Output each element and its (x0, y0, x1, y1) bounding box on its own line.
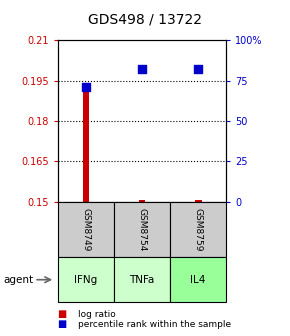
Point (84, 84, 88, 90)
Bar (83, 86, 89, 202)
Text: GSM8759: GSM8759 (194, 208, 203, 251)
Text: GSM8754: GSM8754 (137, 208, 147, 251)
Text: GSM8749: GSM8749 (81, 208, 90, 251)
Text: IFNg: IFNg (75, 275, 98, 285)
Point (140, 67, 144, 72)
Bar (195, 200, 202, 202)
Bar (139, 200, 146, 202)
Text: agent: agent (3, 275, 33, 285)
Text: ■: ■ (58, 319, 70, 329)
Point (196, 67, 200, 72)
Text: ■: ■ (58, 309, 70, 319)
Text: TNFa: TNFa (129, 275, 155, 285)
Text: GDS498 / 13722: GDS498 / 13722 (88, 13, 202, 27)
Text: percentile rank within the sample: percentile rank within the sample (78, 320, 231, 329)
Text: IL4: IL4 (191, 275, 206, 285)
Text: log ratio: log ratio (78, 310, 116, 319)
